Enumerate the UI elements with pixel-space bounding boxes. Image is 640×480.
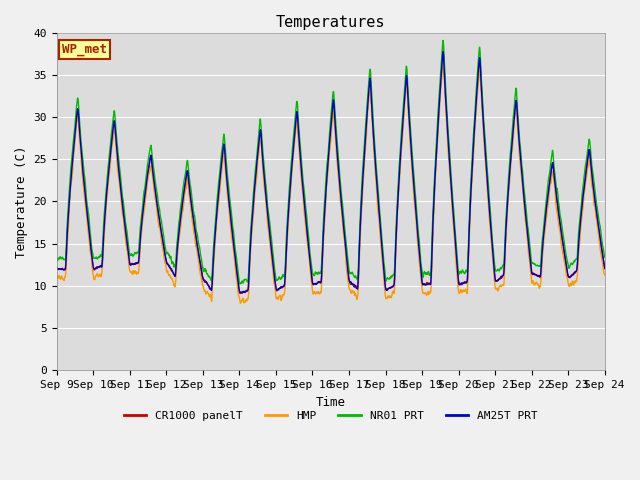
HMP: [53, 274, 61, 279]
NR01 PRT: [568, 261, 576, 266]
NR01 PRT: [236, 281, 244, 287]
HMP: [490, 278, 498, 284]
CR1000 panelT: [439, 49, 447, 55]
NR01 PRT: [490, 259, 498, 265]
CR1000 panelT: [53, 265, 61, 271]
HMP: [553, 208, 561, 214]
HMP: [205, 293, 213, 299]
Legend: CR1000 panelT, HMP, NR01 PRT, AM25T PRT: CR1000 panelT, HMP, NR01 PRT, AM25T PRT: [120, 407, 542, 426]
Line: NR01 PRT: NR01 PRT: [57, 40, 605, 284]
AM25T PRT: [236, 290, 244, 296]
AM25T PRT: [53, 265, 61, 271]
HMP: [439, 55, 447, 61]
NR01 PRT: [205, 274, 213, 279]
Text: WP_met: WP_met: [62, 43, 108, 56]
Line: AM25T PRT: AM25T PRT: [57, 52, 605, 293]
HMP: [568, 280, 576, 286]
AM25T PRT: [490, 269, 498, 275]
CR1000 panelT: [236, 290, 244, 296]
NR01 PRT: [359, 167, 367, 173]
Line: CR1000 panelT: CR1000 panelT: [57, 52, 605, 293]
AM25T PRT: [601, 265, 609, 271]
NR01 PRT: [601, 254, 609, 260]
AM25T PRT: [347, 279, 355, 285]
Title: Temperatures: Temperatures: [276, 15, 385, 30]
HMP: [347, 289, 355, 295]
CR1000 panelT: [568, 272, 576, 278]
CR1000 panelT: [359, 180, 367, 185]
CR1000 panelT: [347, 281, 355, 287]
CR1000 panelT: [601, 266, 609, 272]
AM25T PRT: [359, 179, 367, 185]
AM25T PRT: [439, 49, 447, 55]
NR01 PRT: [439, 37, 447, 43]
NR01 PRT: [53, 256, 61, 262]
HMP: [601, 272, 609, 278]
HMP: [359, 189, 367, 194]
CR1000 panelT: [490, 269, 498, 275]
CR1000 panelT: [205, 286, 213, 291]
CR1000 panelT: [553, 195, 561, 201]
X-axis label: Time: Time: [316, 396, 346, 408]
Y-axis label: Temperature (C): Temperature (C): [15, 145, 28, 258]
NR01 PRT: [347, 270, 355, 276]
Line: HMP: HMP: [57, 58, 605, 303]
NR01 PRT: [553, 186, 561, 192]
AM25T PRT: [568, 272, 576, 278]
HMP: [236, 300, 244, 306]
AM25T PRT: [205, 285, 213, 290]
AM25T PRT: [553, 196, 561, 202]
